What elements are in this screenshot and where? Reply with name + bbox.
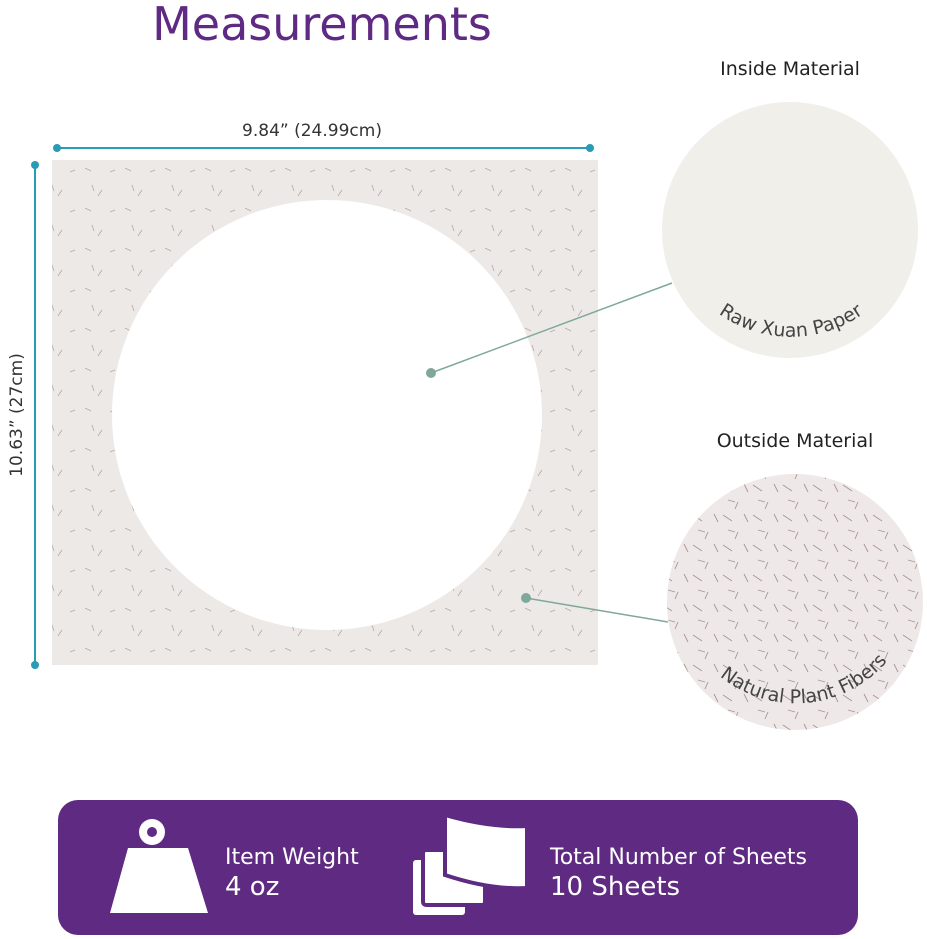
outside-pointer (521, 593, 669, 623)
outside-material-heading: Outside Material (717, 430, 874, 452)
width-dimension: 9.84” (24.99cm) (53, 121, 594, 152)
outside-material: Outside Material Natural Plant Fibers (667, 430, 923, 730)
inside-pointer (426, 282, 673, 378)
height-label: 10.63” (27cm) (7, 353, 27, 477)
sheets-stack-icon (413, 812, 529, 915)
weight-icon (110, 819, 208, 913)
page-title: Measurements (152, 0, 492, 51)
spec-bar: Item Weight 4 oz Total Number of Sheets … (58, 800, 858, 935)
height-dimension: 10.63” (27cm) (7, 161, 39, 669)
inside-material-heading: Inside Material (720, 58, 860, 80)
sheets-label: Total Number of Sheets (549, 845, 807, 870)
weight-label: Item Weight (225, 845, 359, 870)
sheets-value: 10 Sheets (550, 872, 680, 902)
width-label: 9.84” (24.99cm) (242, 121, 382, 141)
inside-material: Inside Material Raw Xuan Paper (662, 58, 918, 358)
paper-card-with-round-window (52, 160, 598, 665)
weight-value: 4 oz (225, 872, 279, 902)
